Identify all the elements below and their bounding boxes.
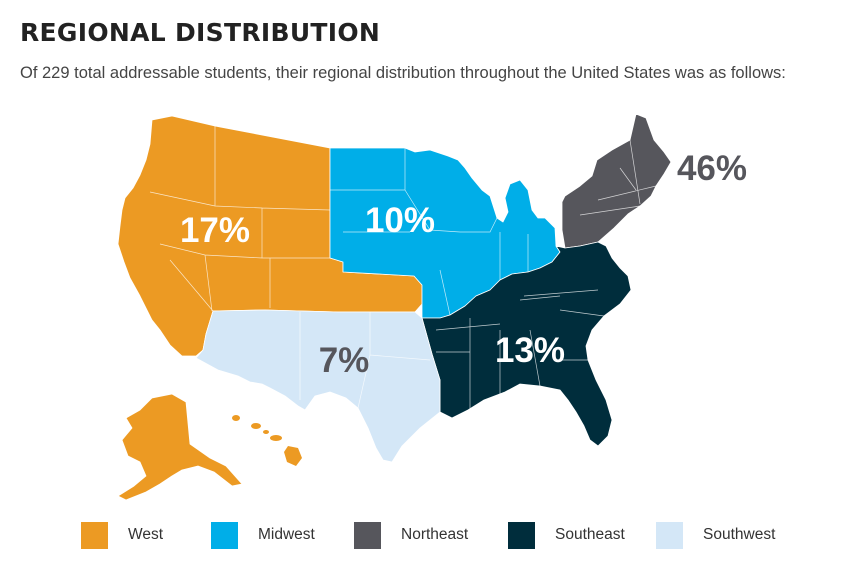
legend-label-west: West [128, 526, 164, 543]
region-northeast [561, 113, 672, 249]
legend-swatch-midwest [211, 521, 238, 549]
region-alaska [117, 393, 243, 501]
legend-swatch-southwest [656, 521, 683, 549]
legend-label-southeast: Southeast [555, 526, 625, 543]
region-southwest [195, 309, 441, 463]
legend-item-southeast: Southeast [508, 518, 625, 552]
legend-label-southwest: Southwest [703, 526, 776, 543]
legend-swatch-west [81, 521, 108, 549]
legend-label-midwest: Midwest [258, 526, 315, 543]
region-southeast-label: 13% [495, 331, 565, 370]
legend-item-west: West [81, 518, 163, 552]
legend-label-northeast: Northeast [401, 526, 469, 543]
legend-swatch-southeast [508, 521, 535, 549]
page-title: REGIONAL DISTRIBUTION [20, 18, 381, 47]
legend-swatch-northeast [354, 521, 381, 549]
region-midwest-label: 10% [365, 201, 435, 240]
legend-item-midwest: Midwest [211, 518, 315, 552]
region-southeast [421, 241, 632, 447]
region-west-label: 17% [180, 211, 250, 250]
legend-item-southwest: Southwest [656, 518, 775, 552]
page-subtitle: Of 229 total addressable students, their… [20, 64, 786, 82]
us-region-map: 17% 10% 46% 13% 7% [117, 113, 747, 501]
region-northeast-label: 46% [677, 149, 747, 188]
chart-legend: West Midwest Northeast Southeast Southwe… [0, 518, 845, 554]
region-southwest-label: 7% [319, 341, 370, 380]
state-borders [149, 126, 657, 410]
region-hawaii [232, 415, 302, 466]
legend-item-northeast: Northeast [354, 518, 468, 552]
